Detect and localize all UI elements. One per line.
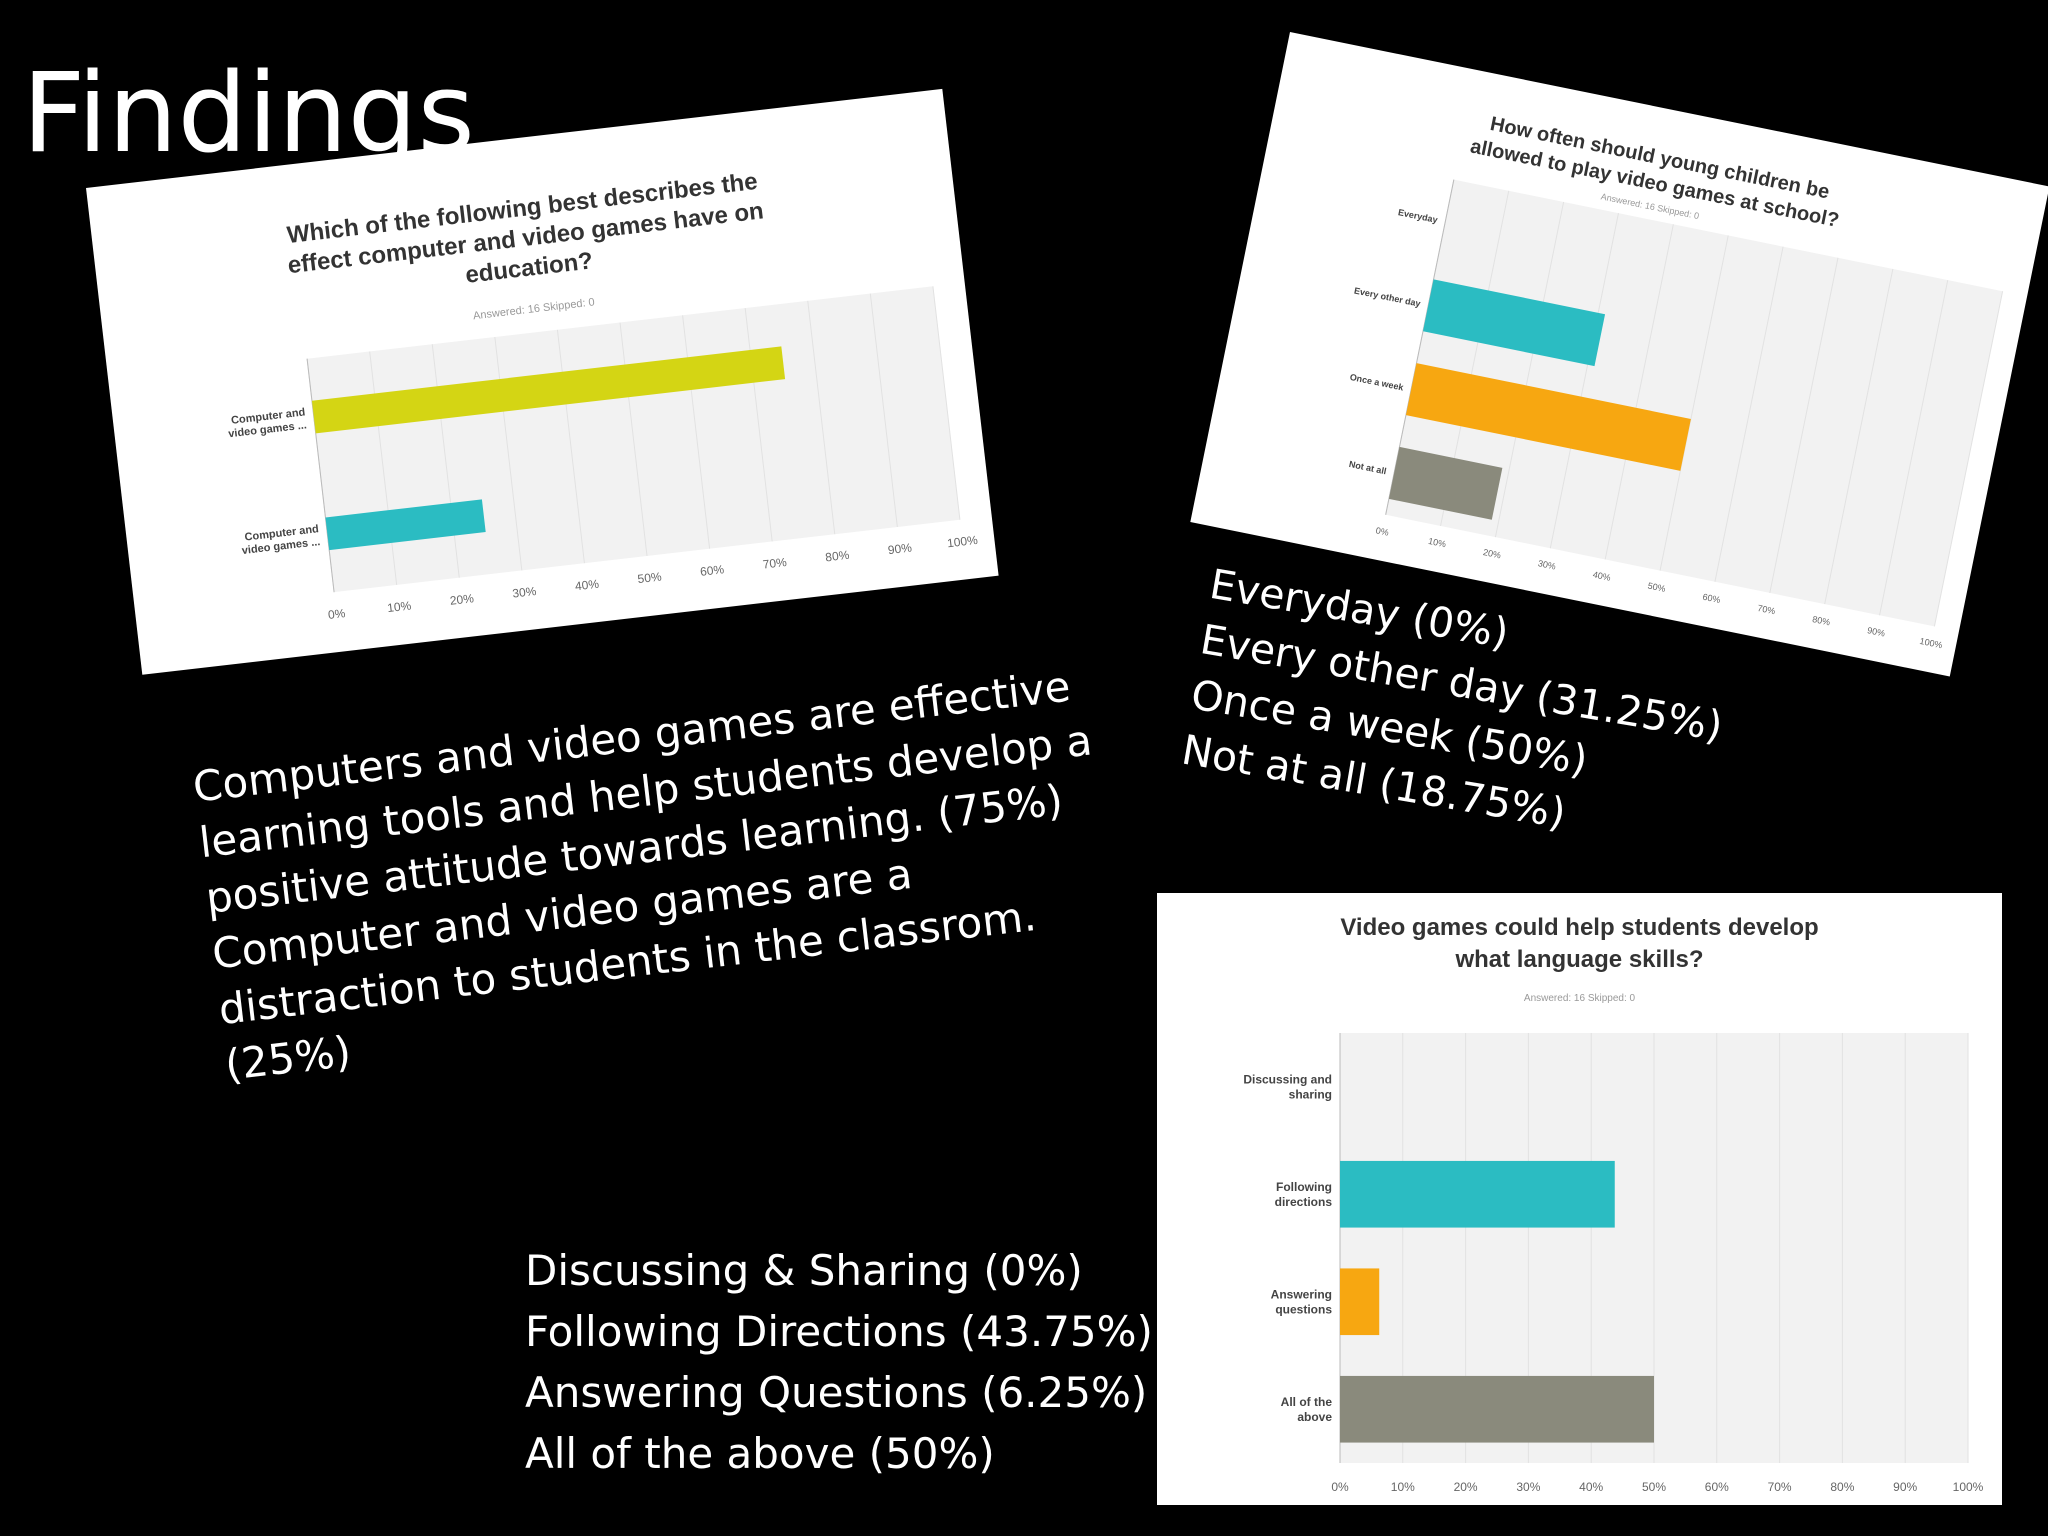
summary-line: All of the above (50%) <box>525 1429 995 1478</box>
x-tick-label: 10% <box>1391 1480 1415 1494</box>
gridline <box>369 351 398 585</box>
x-tick-label: 40% <box>1579 1480 1603 1494</box>
x-tick-label: 80% <box>1811 614 1831 627</box>
category-label: Discussing and <box>1243 1072 1332 1086</box>
gridline <box>556 329 585 564</box>
x-tick-label: 10% <box>1427 536 1447 549</box>
category-label: Answering <box>1271 1287 1332 1301</box>
bar <box>1388 446 1503 520</box>
chart-language-skills: Video games could help students develop w… <box>1157 893 2002 1505</box>
x-tick-label: 30% <box>1516 1480 1540 1494</box>
x-tick-label: 20% <box>1454 1480 1478 1494</box>
bar <box>325 499 486 551</box>
category-label: sharing <box>1289 1087 1332 1101</box>
gridline <box>1604 224 1674 560</box>
chart-effect-on-education: Which of the following best describes th… <box>86 88 999 675</box>
summary-line: Discussing & Sharing (0%) <box>525 1246 1083 1295</box>
slide-title: Findings <box>22 49 475 177</box>
bar <box>1340 1268 1380 1336</box>
gridline <box>1879 280 1949 616</box>
x-tick-label: 0% <box>327 606 346 622</box>
x-tick-label: 40% <box>574 577 600 594</box>
chart-1-svg: Which of the following best describes th… <box>228 168 979 622</box>
gridline <box>431 344 460 578</box>
gridline <box>807 300 836 535</box>
x-tick-label: 0% <box>1331 1480 1349 1494</box>
summary-line: Answering Questions (6.25%) <box>525 1368 1148 1417</box>
x-tick-label: 50% <box>1642 1480 1666 1494</box>
category-label: questions <box>1275 1302 1332 1316</box>
gridline <box>932 286 961 520</box>
x-tick-label: 90% <box>887 540 913 557</box>
category-label: Not at all <box>1348 459 1387 476</box>
chart-title-line: Video games could help students develop <box>1340 914 1818 941</box>
gridline <box>1494 201 1565 538</box>
gridline <box>1824 268 1894 605</box>
x-tick-label: 70% <box>762 555 788 572</box>
x-tick-label: 90% <box>1866 625 1886 638</box>
bar <box>311 346 786 434</box>
x-tick-label: 80% <box>825 548 851 565</box>
x-tick-label: 20% <box>449 591 475 608</box>
summary-language-skills: Discussing & Sharing (0%) Following Dire… <box>525 1240 1153 1484</box>
x-tick-label: 70% <box>1757 603 1777 616</box>
summary-effect-on-education: Computers and video games are effective … <box>190 657 1123 1094</box>
gridline <box>869 293 898 528</box>
gridline <box>1769 257 1839 594</box>
chart-meta: Answered: 16 Skipped: 0 <box>472 296 595 322</box>
category-label: Everyday <box>1397 207 1438 225</box>
x-tick-label: 100% <box>946 533 978 550</box>
x-tick-label: 60% <box>1702 592 1722 605</box>
category-label: Following <box>1276 1180 1332 1194</box>
gridline <box>1659 235 1729 571</box>
x-tick-label: 30% <box>512 584 538 601</box>
x-tick-label: 100% <box>1919 636 1944 650</box>
gridline <box>619 322 648 557</box>
x-tick-label: 60% <box>1705 1480 1729 1494</box>
x-tick-label: 30% <box>1537 558 1557 571</box>
gridline <box>682 315 711 549</box>
x-tick-label: 10% <box>386 598 412 615</box>
x-tick-label: 50% <box>1647 581 1667 594</box>
x-tick-label: 100% <box>1953 1480 1984 1494</box>
gridline <box>1714 246 1784 582</box>
x-tick-label: 40% <box>1592 569 1612 582</box>
chart-3-svg: Video games could help students develop w… <box>1243 914 1984 1494</box>
x-tick-label: 60% <box>699 562 725 579</box>
y-axis-line <box>306 358 335 593</box>
chart-title-line: what language skills? <box>1454 946 1703 973</box>
category-label: All of the <box>1281 1395 1333 1409</box>
category-label: Once a week <box>1349 372 1405 393</box>
gridline <box>1933 291 2004 627</box>
category-label: Every other day <box>1353 285 1421 308</box>
x-tick-label: 80% <box>1830 1480 1854 1494</box>
x-tick-label: 50% <box>637 569 663 586</box>
x-tick-label: 70% <box>1768 1480 1792 1494</box>
bar <box>1340 1160 1615 1228</box>
gridline <box>744 307 773 542</box>
bar <box>1423 279 1606 367</box>
chart-play-frequency: How often should young children be allowe… <box>1190 32 2048 677</box>
category-label: directions <box>1275 1195 1333 1209</box>
bar <box>1405 363 1691 471</box>
chart-2-svg: How often should young children beallowe… <box>1348 113 2004 650</box>
gridline <box>1549 213 1619 549</box>
x-tick-label: 20% <box>1482 547 1502 560</box>
summary-line: Following Directions (43.75%) <box>525 1307 1153 1356</box>
gridline <box>494 336 523 571</box>
bar <box>1340 1375 1654 1443</box>
x-tick-label: 90% <box>1893 1480 1917 1494</box>
chart-meta: Answered: 16 Skipped: 0 <box>1524 993 1636 1004</box>
category-label: above <box>1297 1410 1332 1424</box>
x-tick-label: 0% <box>1375 525 1390 537</box>
